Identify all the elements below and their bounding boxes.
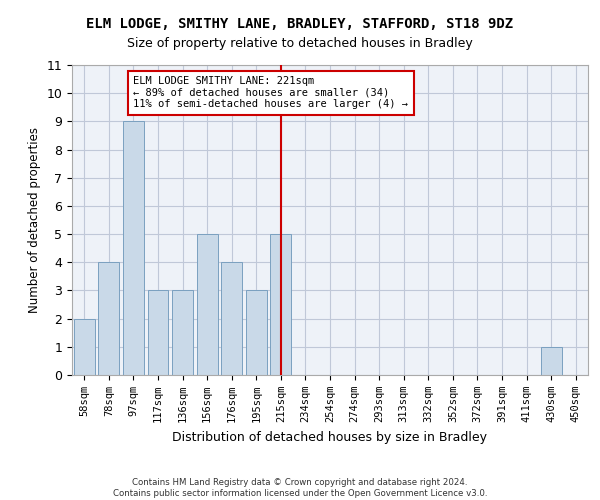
Bar — [172, 290, 193, 375]
Text: ELM LODGE, SMITHY LANE, BRADLEY, STAFFORD, ST18 9DZ: ELM LODGE, SMITHY LANE, BRADLEY, STAFFOR… — [86, 18, 514, 32]
Bar — [541, 347, 562, 375]
Bar — [98, 262, 119, 375]
Text: Size of property relative to detached houses in Bradley: Size of property relative to detached ho… — [127, 38, 473, 51]
Bar — [271, 234, 292, 375]
Bar — [221, 262, 242, 375]
Bar — [197, 234, 218, 375]
Bar — [148, 290, 169, 375]
Bar — [74, 318, 95, 375]
Y-axis label: Number of detached properties: Number of detached properties — [28, 127, 41, 313]
Text: ELM LODGE SMITHY LANE: 221sqm
← 89% of detached houses are smaller (34)
11% of s: ELM LODGE SMITHY LANE: 221sqm ← 89% of d… — [133, 76, 409, 110]
Bar — [123, 122, 144, 375]
Text: Contains HM Land Registry data © Crown copyright and database right 2024.
Contai: Contains HM Land Registry data © Crown c… — [113, 478, 487, 498]
Bar — [246, 290, 267, 375]
X-axis label: Distribution of detached houses by size in Bradley: Distribution of detached houses by size … — [173, 430, 487, 444]
